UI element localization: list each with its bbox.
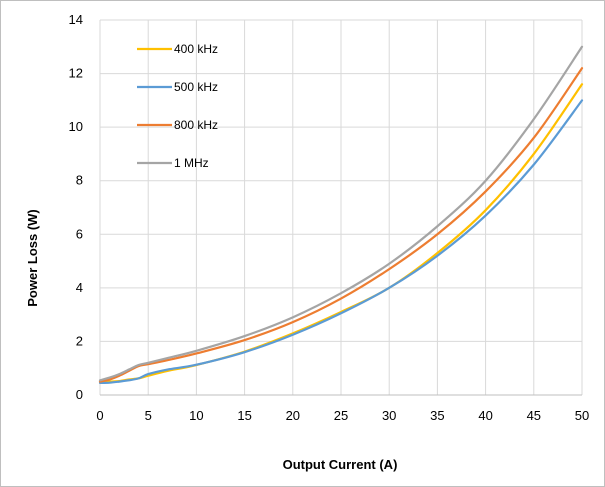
y-tick-label: 8: [76, 173, 83, 188]
y-tick-label: 0: [76, 387, 83, 402]
y-tick-labels: 0 2 4 6 8 10 12 14: [69, 12, 83, 402]
legend-label-800-khz: 800 kHz: [174, 118, 218, 132]
series-line-500-khz: [98, 99, 584, 385]
x-tick-labels: 0 5 10 15 20 25 30 35 40 45 50: [96, 408, 589, 423]
y-tick-label: 12: [69, 66, 83, 81]
series-line-1-mhz: [98, 45, 584, 382]
series-lines: [98, 45, 584, 385]
y-tick-label: 10: [69, 119, 83, 134]
x-tick-label: 40: [478, 408, 492, 423]
x-tick-label: 0: [96, 408, 103, 423]
legend-label-500-khz: 500 kHz: [174, 80, 218, 94]
x-tick-label: 15: [237, 408, 251, 423]
x-tick-label: 30: [382, 408, 396, 423]
x-tick-label: 25: [334, 408, 348, 423]
x-tick-label: 45: [527, 408, 541, 423]
gridlines: [99, 19, 583, 396]
y-tick-label: 2: [76, 333, 83, 348]
y-tick-label: 4: [76, 280, 83, 295]
y-tick-label: 14: [69, 12, 83, 27]
x-tick-label: 50: [575, 408, 589, 423]
x-tick-label: 20: [286, 408, 300, 423]
legend-label-400-khz: 400 kHz: [174, 42, 218, 56]
legend: 400 kHz 500 kHz 800 kHz 1 MHz: [137, 42, 218, 170]
y-tick-label: 6: [76, 226, 83, 241]
x-tick-label: 10: [189, 408, 203, 423]
x-tick-label: 5: [145, 408, 152, 423]
x-tick-label: 35: [430, 408, 444, 423]
x-axis-title: Output Current (A): [283, 457, 398, 472]
y-axis-title: Power Loss (W): [25, 209, 40, 307]
series-line-800-khz: [98, 67, 584, 383]
legend-label-1-mhz: 1 MHz: [174, 156, 209, 170]
